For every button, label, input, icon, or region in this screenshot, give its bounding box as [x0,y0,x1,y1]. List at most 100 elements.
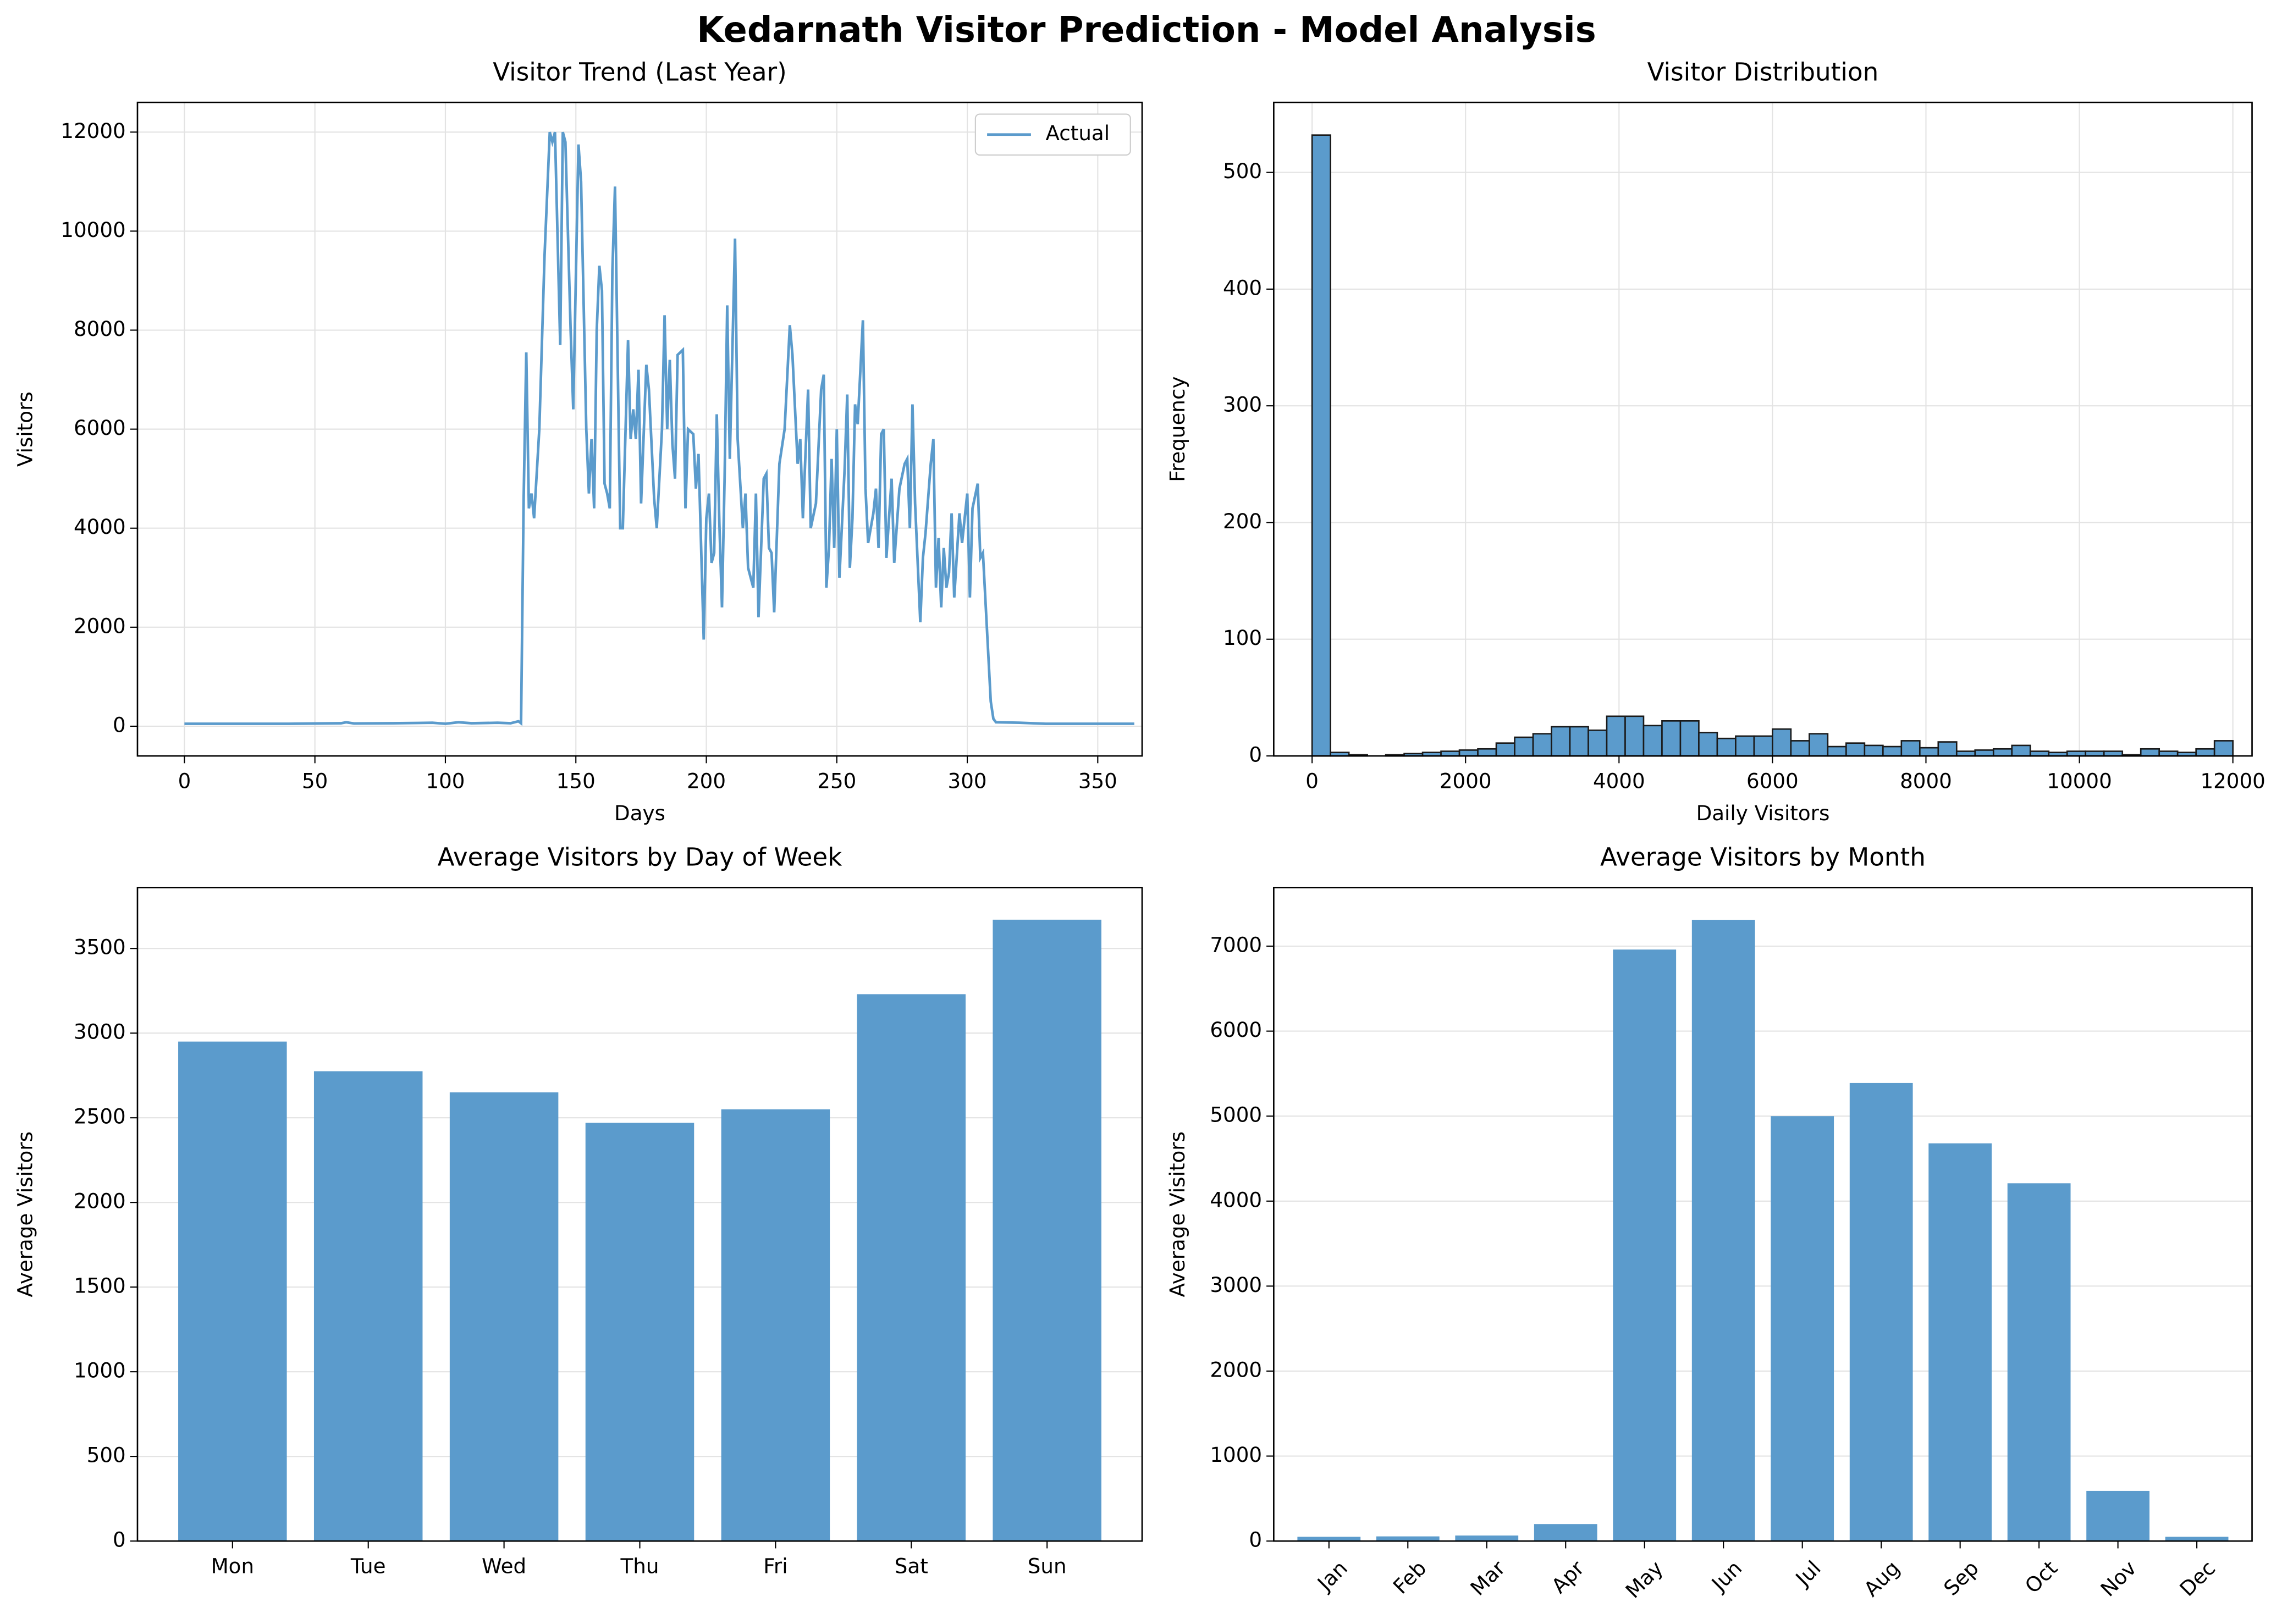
y-tick-label: 10000 [60,218,125,242]
y-tick-label: 7000 [1210,933,1262,957]
x-tick-label: Mon [211,1554,254,1578]
histogram-bar [1864,744,1884,757]
y-tick-label: 2500 [74,1104,126,1129]
bar [1613,949,1677,1542]
x-tick-label: 2000 [1440,769,1492,793]
x-tick-label: 0 [1305,769,1319,793]
axes-frame [136,887,1143,1542]
histogram-bar [1698,732,1718,757]
histogram-bar [1642,725,1663,757]
y-tick-label: 3000 [1210,1273,1262,1297]
histogram-bar [1735,735,1755,757]
figure-title: Kedarnath Visitor Prediction - Model Ana… [697,10,1596,51]
bar [1928,1143,1992,1542]
histogram-bar [1919,747,1939,757]
x-tick-label: 250 [817,769,856,793]
x-tick-label: Sun [1028,1554,1067,1578]
bar [2165,1537,2229,1542]
y-axis-label: Average Visitors [1165,1131,1189,1297]
y-tick-label: 2000 [1210,1357,1262,1382]
bar [449,1092,559,1542]
subplot-title: Visitor Trend (Last Year) [493,57,787,86]
histogram-bar [1790,740,1810,757]
x-tick-label: 200 [687,769,726,793]
bar [178,1041,287,1542]
y-tick-label: 1000 [1210,1443,1262,1467]
y-tick-label: 400 [1223,275,1262,300]
x-tick-label: 300 [948,769,987,793]
histogram-bar [1532,733,1552,757]
y-tick-label: 0 [113,1528,126,1552]
histogram-bar [2011,744,2031,757]
histogram-bar [1845,742,1866,757]
histogram-bar [1679,720,1700,757]
y-tick-label: 100 [1223,626,1262,650]
x-tick-label: 100 [426,769,465,793]
x-tick-label: 12000 [2200,769,2265,793]
y-tick-label: 0 [1249,1528,1262,1552]
axes-frame [1273,101,2253,757]
x-tick-label: Thu [620,1554,659,1578]
bar [2007,1183,2071,1542]
histogram-bar [1495,742,1515,757]
y-tick-label: 4000 [74,515,126,539]
bar [993,919,1101,1542]
histogram-bar [1827,745,1847,757]
subplot-title: Visitor Distribution [1647,57,1879,86]
x-tick-label: Tue [350,1554,386,1578]
x-tick-label: 0 [178,769,191,793]
histogram-bar [1809,733,1829,757]
y-tick-label: 6000 [1210,1018,1262,1042]
histogram-bar [1661,720,1682,757]
line [184,131,1134,726]
axes-frame [1273,887,2253,1542]
histogram-bar [1477,748,1497,757]
bar [585,1123,694,1542]
x-tick-label: 10000 [2047,769,2112,793]
y-tick-label: 200 [1223,509,1262,533]
subplot-title: Average Visitors by Month [1600,842,1926,871]
y-axis-label: Frequency [1165,376,1189,482]
bar [1849,1082,1913,1542]
bar [2086,1490,2150,1542]
y-tick-label: 3500 [74,935,126,959]
x-tick-label: 4000 [1593,769,1645,793]
histogram-bar [1772,728,1792,757]
histogram-bar [1311,134,1331,757]
histogram-bar [1588,729,1608,757]
histogram-bar [2213,740,2234,757]
legend: Actual [974,113,1131,156]
histogram-bar [1974,749,1994,757]
histogram-bar [1900,740,1921,757]
y-tick-label: 500 [1223,159,1262,183]
bar [1771,1116,1834,1542]
y-tick-label: 0 [113,712,126,737]
y-tick-label: 300 [1223,393,1262,417]
subplot-title: Average Visitors by Day of Week [438,842,843,871]
histogram-bar [2195,748,2215,757]
histogram-bar [1569,726,1589,757]
histogram-bar [1937,741,1958,757]
y-tick-label: 6000 [74,416,126,440]
bar [721,1109,830,1542]
histogram-bar [2140,748,2160,757]
x-tick-label: 150 [556,769,596,793]
x-tick-label: 8000 [1900,769,1952,793]
histogram-bar [1458,749,1479,757]
y-tick-label: 5000 [1210,1103,1262,1127]
y-tick-label: 500 [87,1443,126,1467]
histogram-bar [1606,715,1626,757]
bar [1376,1536,1440,1542]
bar [1297,1537,1361,1542]
y-tick-label: 0 [1249,743,1262,767]
x-tick-label: Wed [482,1554,526,1578]
histogram-bar [1624,715,1645,757]
y-tick-label: 2000 [74,1189,126,1213]
histogram-bar [1753,735,1773,757]
bar [1455,1535,1519,1542]
histogram-bar [1882,745,1903,757]
bar [1691,920,1755,1542]
x-tick-label: 50 [302,769,328,793]
